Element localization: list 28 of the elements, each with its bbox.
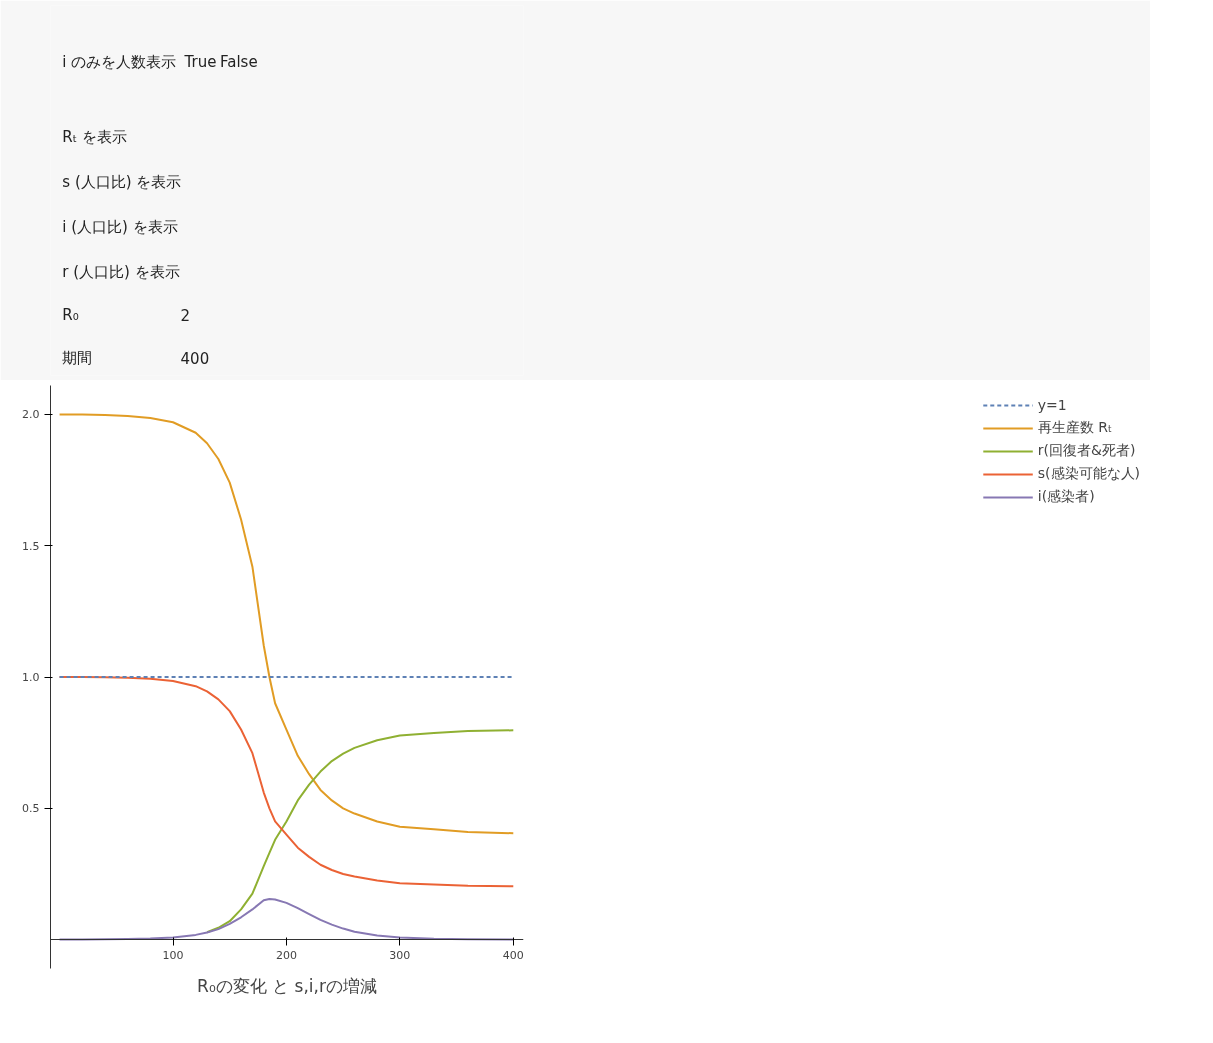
text: Rₜ を表示 (62, 127, 127, 146)
text: 期間 (62, 348, 93, 367)
text: 2 (180, 306, 191, 325)
text: i のみを人数表示 (62, 52, 177, 71)
x-tick-label: 100 (162, 948, 184, 962)
y-tick-label: 0.5 (22, 802, 40, 816)
text: s (人口比) を表示 (62, 172, 182, 191)
y-tick-label: 1.0 (22, 671, 40, 684)
legend-label: i(感染者) (1037, 488, 1095, 506)
text: True (183, 52, 217, 71)
line-series (206, 729, 515, 934)
x-tick-label: 300 (389, 948, 411, 962)
text: r (人口比) を表示 (62, 262, 180, 281)
legend-label: 再生産数 Rₜ (1037, 419, 1113, 437)
y-tick-label: 1.5 (22, 539, 40, 553)
text: R₀の変化 と s,i,rの増減 (197, 975, 377, 996)
y-tick-label: 2.0 (22, 408, 40, 422)
text: False (219, 52, 258, 71)
text: R₀ (62, 305, 79, 324)
legend-label: y=1 (1037, 397, 1067, 413)
x-tick-label: 400 (502, 948, 524, 962)
legend-label: r(回復者&死者) (1037, 442, 1136, 460)
line-series (58, 413, 515, 835)
x-tick-label: 200 (275, 948, 297, 962)
text: 400 (180, 349, 210, 368)
line-series (58, 897, 515, 941)
text: i (人口比) を表示 (62, 217, 178, 236)
legend-label: s(感染可能な人) (1037, 465, 1140, 483)
